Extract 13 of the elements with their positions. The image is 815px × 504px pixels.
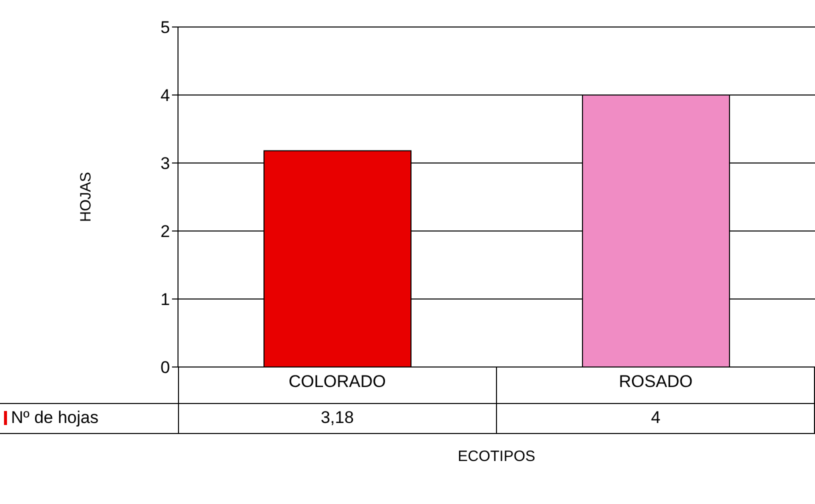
data-label: 3,18	[320, 407, 355, 429]
y-axis-title: HOJAS	[77, 172, 94, 222]
y-tick-label: 2	[160, 222, 170, 242]
y-tick-label: 5	[160, 18, 170, 38]
x-axis-title: ECOTIPOS	[456, 448, 536, 465]
x-tick-label: COLORADO	[288, 372, 386, 392]
y-tick-label: 1	[160, 290, 170, 310]
legend-label: Nº de hojas	[11, 408, 98, 428]
x-tick-label: ROSADO	[618, 372, 693, 392]
y-tick-label: 0	[160, 358, 170, 378]
y-tick-label: 4	[160, 86, 170, 106]
data-label: 4	[650, 407, 662, 429]
y-tick-label: 3	[160, 154, 170, 174]
